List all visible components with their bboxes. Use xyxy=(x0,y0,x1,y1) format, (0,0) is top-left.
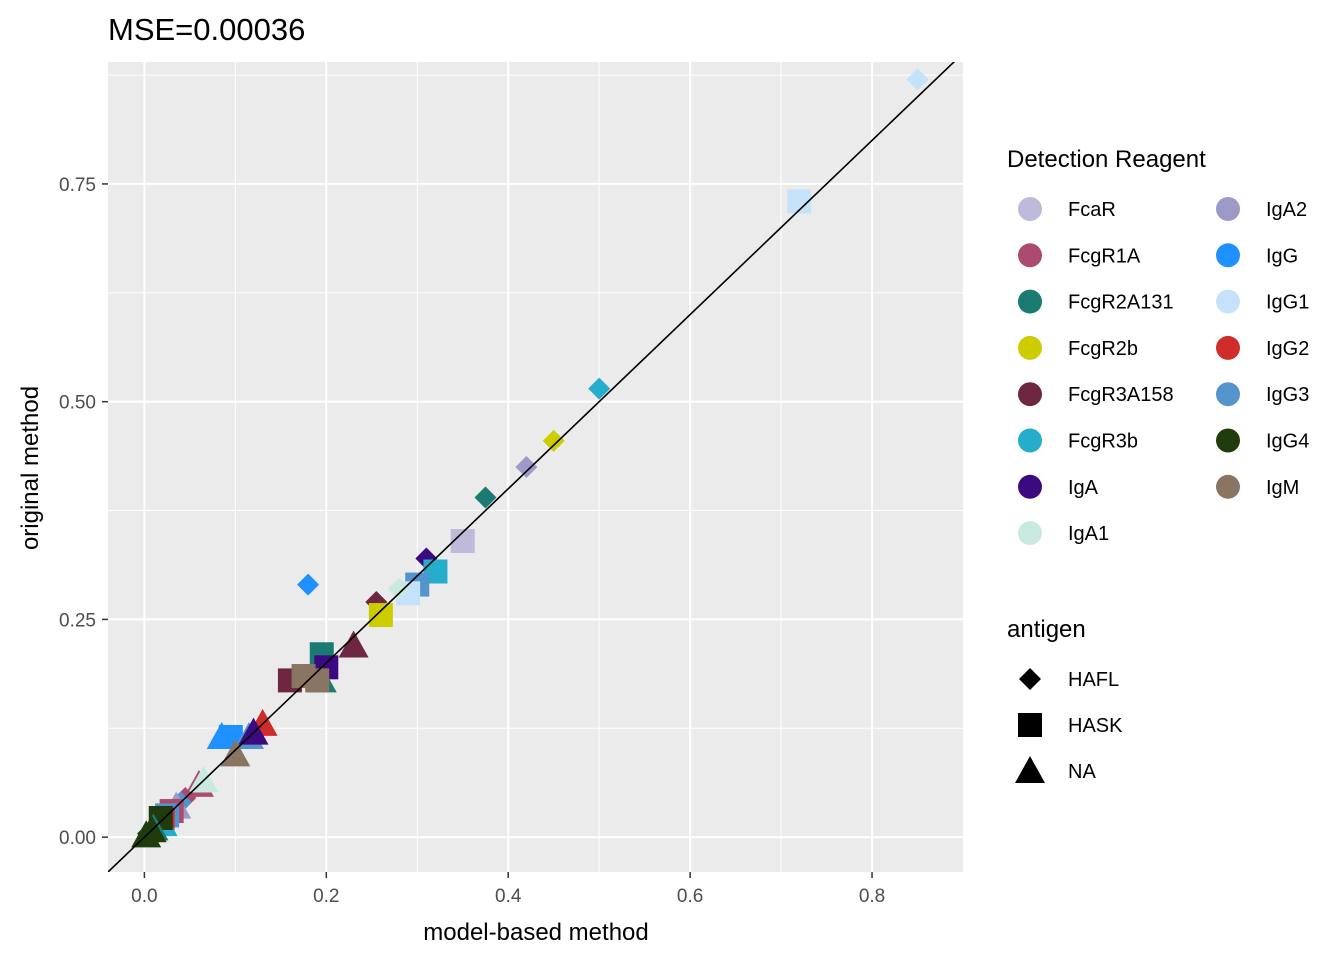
color-legend-label: IgM xyxy=(1266,477,1299,499)
color-legend-key xyxy=(1216,197,1240,221)
y-axis-title: original method xyxy=(17,386,44,550)
shape-legend-label: NA xyxy=(1068,761,1096,783)
data-point xyxy=(338,630,369,658)
plot-title: MSE=0.00036 xyxy=(108,12,305,47)
x-tick-label: 0.4 xyxy=(495,886,522,907)
x-tick-label: 0.6 xyxy=(677,886,703,907)
data-point xyxy=(588,377,611,400)
y-tick-label: 0.25 xyxy=(59,610,96,631)
color-legend-label: FcgR3A158 xyxy=(1068,384,1174,406)
axis-ticks: 0.0 0.2 0.4 0.6 0.8 0.00 0.25 0.50 0.75 xyxy=(59,175,885,907)
color-legend-label: IgA1 xyxy=(1068,523,1109,545)
color-legend-key xyxy=(1216,335,1240,360)
color-legend-key xyxy=(1216,428,1240,453)
color-legend-key xyxy=(1018,243,1042,268)
grid-lines xyxy=(108,62,963,872)
color-legend-label: IgA xyxy=(1068,477,1099,499)
color-legend-label: FcgR2A131 xyxy=(1068,292,1174,314)
shape-legend-key xyxy=(1018,713,1042,737)
color-legend-key xyxy=(1018,289,1042,314)
data-point xyxy=(542,429,565,452)
data-point xyxy=(906,68,929,91)
data-point xyxy=(388,577,411,600)
color-legend-label: FcgR3b xyxy=(1068,431,1138,453)
color-legend-key xyxy=(1018,521,1042,546)
color-legend-key xyxy=(1018,335,1042,360)
plot-area xyxy=(108,62,956,872)
x-tick-label: 0.8 xyxy=(859,886,885,907)
data-point xyxy=(515,456,538,478)
color-legend-key xyxy=(1216,474,1240,499)
reference-line xyxy=(108,62,956,872)
color-legend-label: IgG2 xyxy=(1266,338,1309,360)
data-point xyxy=(131,820,162,848)
color-legend-label: IgG1 xyxy=(1266,292,1309,314)
color-legend-key xyxy=(1018,474,1042,499)
color-legend-label: IgG3 xyxy=(1266,384,1309,406)
color-legend-label: FcgR1A xyxy=(1068,245,1141,267)
shape-legend-key xyxy=(1015,756,1045,783)
data-point xyxy=(474,486,497,509)
color-legend-label: IgG xyxy=(1266,245,1298,267)
x-axis-title: model-based method xyxy=(423,919,648,946)
color-legend-label: IgG4 xyxy=(1266,431,1309,453)
data-points xyxy=(131,68,929,848)
reference-line-group xyxy=(108,62,956,872)
color-legend-key xyxy=(1216,382,1240,407)
shape-legend-label: HAFL xyxy=(1068,669,1119,691)
color-legend-key xyxy=(1018,382,1042,407)
color-legend-label: FcgR2b xyxy=(1068,338,1138,360)
data-point xyxy=(220,739,251,767)
color-legend-key xyxy=(1018,428,1042,453)
color-legend-title: Detection Reagent xyxy=(1007,146,1206,173)
data-point xyxy=(297,573,320,596)
shape-legend-label: HASK xyxy=(1068,715,1123,737)
data-point xyxy=(188,765,219,793)
x-tick-label: 0.2 xyxy=(313,886,339,907)
shape-legend-title: antigen xyxy=(1007,616,1086,643)
color-legend-key xyxy=(1216,243,1240,268)
color-legend-key xyxy=(1018,197,1042,221)
legend: Detection Reagent antigen FcaR FcgR1A FcgR… xyxy=(1007,146,1309,783)
color-legend-label: IgA2 xyxy=(1266,199,1307,221)
shape-legend-key xyxy=(1019,668,1041,690)
y-tick-label: 0.75 xyxy=(59,175,96,196)
y-tick-label: 0.00 xyxy=(59,828,96,849)
color-legend-label: FcaR xyxy=(1068,199,1116,221)
y-tick-label: 0.50 xyxy=(59,393,96,414)
data-point xyxy=(238,717,269,745)
data-point xyxy=(368,603,393,628)
color-legend-key xyxy=(1216,289,1240,314)
x-tick-label: 0.0 xyxy=(131,886,157,907)
